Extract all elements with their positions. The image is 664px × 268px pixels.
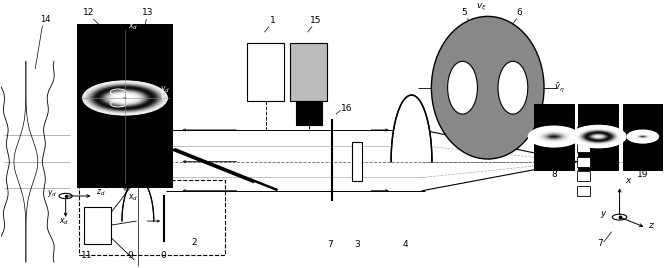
Text: $z_d$: $z_d$ [96,188,106,198]
Bar [577,186,590,196]
Text: $z$: $z$ [648,221,655,230]
Text: 7: 7 [327,240,333,250]
Text: 6: 6 [516,8,522,17]
Text: $y$: $y$ [600,209,608,220]
Text: $y_d$: $y_d$ [159,84,170,95]
Text: $x$: $x$ [625,176,633,185]
Text: 8: 8 [551,170,557,180]
Bar [577,142,590,152]
Bar [623,103,663,170]
Text: 1: 1 [270,16,276,25]
Text: 7: 7 [598,239,603,248]
Text: 9: 9 [127,251,133,260]
Ellipse shape [448,61,477,114]
Bar [247,43,284,101]
Ellipse shape [498,61,528,114]
Text: $\bar{v}_\eta$: $\bar{v}_\eta$ [554,81,564,94]
Text: 5: 5 [461,8,467,17]
Bar [577,172,590,181]
Text: $v_\xi$: $v_\xi$ [475,2,487,13]
Text: $x_d$: $x_d$ [128,193,138,203]
Bar [577,127,590,137]
Text: 3: 3 [355,240,360,250]
Bar [295,101,322,125]
PathPatch shape [391,95,432,162]
Text: 4: 4 [403,240,408,250]
Bar [534,103,574,170]
Text: $v_u$: $v_u$ [160,92,170,103]
Bar [79,180,224,255]
Ellipse shape [432,16,544,159]
Text: 14: 14 [41,15,51,24]
Text: 19: 19 [637,170,649,180]
Text: 16: 16 [341,105,353,113]
Bar [84,207,112,244]
Text: 15: 15 [309,16,321,25]
Bar [577,157,590,167]
Bar [290,43,327,101]
Text: $y_d$: $y_d$ [47,188,57,199]
Bar [578,103,618,170]
Text: 11: 11 [81,251,92,260]
Text: $x_d$: $x_d$ [59,217,69,227]
Bar [352,142,363,181]
Text: $x_d$: $x_d$ [128,21,138,32]
Text: 12: 12 [83,8,94,17]
Text: 2: 2 [191,238,197,247]
Text: 8: 8 [581,110,587,118]
Bar [77,24,173,188]
Text: 0: 0 [160,251,166,260]
Text: 13: 13 [142,8,153,17]
